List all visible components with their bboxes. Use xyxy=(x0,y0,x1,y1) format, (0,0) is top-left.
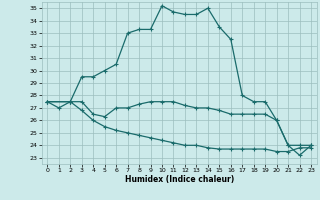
X-axis label: Humidex (Indice chaleur): Humidex (Indice chaleur) xyxy=(124,175,234,184)
